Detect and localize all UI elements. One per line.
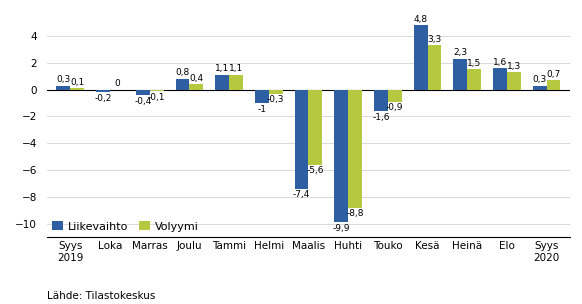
- Bar: [70, 88, 84, 90]
- Bar: [348, 90, 362, 208]
- Bar: [414, 25, 428, 90]
- Bar: [388, 90, 402, 102]
- Bar: [467, 70, 481, 90]
- Text: -0,3: -0,3: [267, 95, 285, 104]
- Text: -0,2: -0,2: [94, 94, 112, 103]
- Bar: [453, 59, 467, 90]
- Bar: [294, 90, 308, 189]
- Bar: [229, 75, 243, 90]
- Text: Lähde: Tilastokeskus: Lähde: Tilastokeskus: [47, 291, 155, 301]
- Text: 1,6: 1,6: [493, 57, 507, 67]
- Text: -1: -1: [257, 105, 267, 114]
- Text: 2,3: 2,3: [453, 48, 467, 57]
- Text: -7,4: -7,4: [293, 190, 310, 199]
- Bar: [374, 90, 388, 111]
- Text: 1,1: 1,1: [229, 64, 243, 73]
- Text: -0,4: -0,4: [134, 97, 151, 105]
- Text: -5,6: -5,6: [307, 166, 324, 175]
- Text: 0,7: 0,7: [546, 70, 560, 79]
- Bar: [269, 90, 283, 94]
- Text: 0,3: 0,3: [533, 75, 546, 84]
- Bar: [507, 72, 521, 90]
- Text: -0,1: -0,1: [148, 92, 165, 102]
- Text: 1,5: 1,5: [467, 59, 481, 68]
- Text: -9,9: -9,9: [332, 224, 350, 233]
- Bar: [150, 90, 164, 91]
- Bar: [189, 84, 203, 90]
- Text: 0: 0: [114, 79, 120, 88]
- Bar: [308, 90, 322, 165]
- Text: 0,4: 0,4: [189, 74, 204, 83]
- Text: 0,1: 0,1: [70, 78, 84, 87]
- Bar: [96, 90, 110, 92]
- Text: 1,3: 1,3: [507, 61, 521, 71]
- Bar: [428, 45, 441, 90]
- Bar: [533, 85, 546, 90]
- Text: 3,3: 3,3: [427, 35, 442, 44]
- Text: 4,8: 4,8: [413, 15, 428, 24]
- Text: -0,9: -0,9: [386, 103, 403, 112]
- Legend: Liikevaihto, Volyymi: Liikevaihto, Volyymi: [52, 221, 198, 232]
- Bar: [255, 90, 269, 103]
- Bar: [176, 79, 189, 90]
- Bar: [136, 90, 150, 95]
- Bar: [546, 80, 560, 90]
- Bar: [56, 85, 70, 90]
- Text: -1,6: -1,6: [372, 113, 389, 122]
- Text: 0,3: 0,3: [56, 75, 70, 84]
- Bar: [215, 75, 229, 90]
- Bar: [334, 90, 348, 222]
- Text: -8,8: -8,8: [346, 209, 364, 218]
- Text: 0,8: 0,8: [175, 68, 190, 77]
- Bar: [493, 68, 507, 90]
- Text: 1,1: 1,1: [215, 64, 229, 73]
